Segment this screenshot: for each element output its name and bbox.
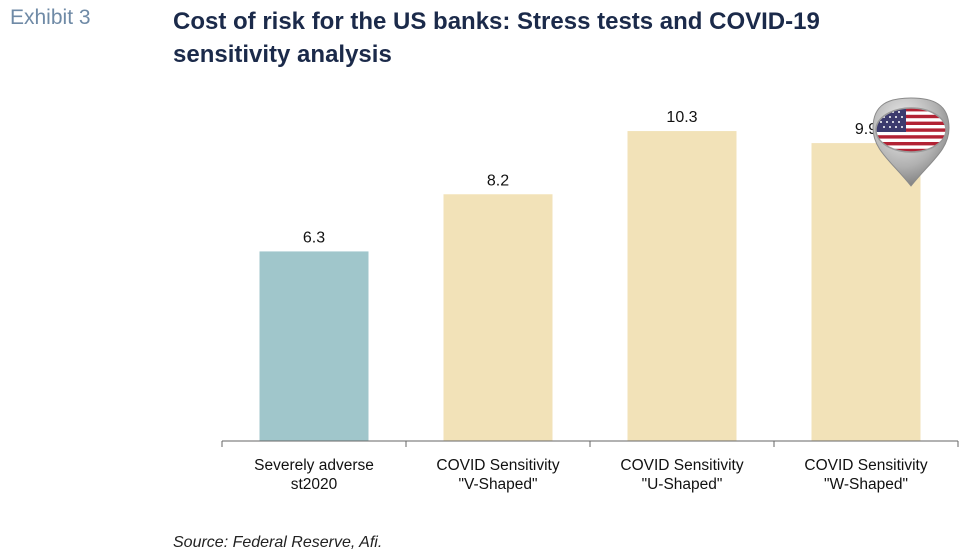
source-note: Source: Federal Reserve, Afi. bbox=[173, 534, 383, 551]
x-tick-label: COVID Sensitivity "W-Shaped" bbox=[804, 457, 927, 493]
x-tick-label: COVID Sensitivity "U-Shaped" bbox=[620, 457, 743, 493]
data-label: 9.9 bbox=[855, 121, 877, 138]
bar-3 bbox=[627, 131, 737, 441]
us-flag-map-pin-icon bbox=[872, 97, 950, 187]
bar-1 bbox=[259, 251, 369, 441]
data-label: 10.3 bbox=[666, 109, 697, 126]
exhibit-label: Exhibit 3 bbox=[10, 6, 91, 29]
chart-title: Cost of risk for the US banks: Stress te… bbox=[173, 8, 820, 68]
bar-4 bbox=[811, 143, 921, 441]
data-label: 8.2 bbox=[487, 172, 509, 189]
x-tick-label: Severely adverse st2020 bbox=[254, 457, 374, 493]
x-tick-label: COVID Sensitivity "V-Shaped" bbox=[436, 457, 559, 493]
bar-2 bbox=[443, 194, 553, 441]
data-label: 6.3 bbox=[303, 229, 325, 246]
